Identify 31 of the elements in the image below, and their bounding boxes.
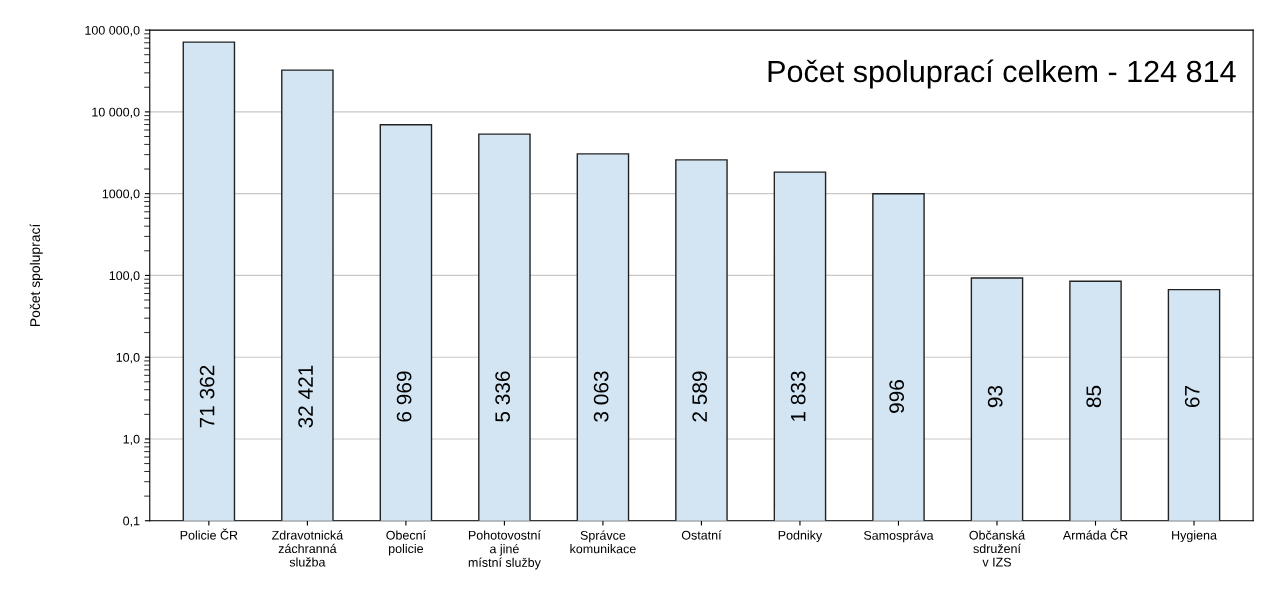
data-label: 85 — [1086, 385, 1102, 408]
data-label: 32 421 — [298, 365, 313, 428]
x-tick-label: Ostatní — [681, 530, 722, 540]
x-tick-label: Podniky — [778, 530, 823, 543]
y-tick-label: 10,0 — [116, 352, 140, 364]
data-label: 6 969 — [396, 371, 412, 422]
y-axis-title: Počet spoluprací — [29, 223, 43, 326]
data-label: 93 — [987, 385, 1003, 408]
x-tick-label: Obecní policie — [386, 530, 426, 556]
data-label: 71 362 — [199, 365, 215, 428]
x-tick-label: Pohotovostní a jiné místní služby — [468, 530, 541, 570]
x-tick-label: Hygiena — [1172, 530, 1217, 543]
x-tick-label: Samospráva — [863, 530, 934, 543]
data-label: 5 336 — [495, 371, 510, 422]
annotation: Počet spoluprací celkem - 124 814 — [768, 59, 1236, 89]
data-label: 67 — [1184, 386, 1200, 408]
data-label: 2 589 — [692, 371, 708, 422]
x-tick-label: Občanská sdružení v IZS — [969, 530, 1026, 567]
x-tick-label: Armáda ČR — [1062, 528, 1128, 540]
x-tick-label: Zdravotnická záchranná služba — [272, 530, 344, 567]
data-label: 3 063 — [593, 371, 609, 422]
data-label: 1 833 — [790, 371, 806, 422]
y-tick-label: 1,0 — [123, 434, 140, 446]
data-label: 996 — [889, 380, 905, 413]
y-tick-label: 10 000,0 — [92, 107, 140, 118]
y-tick-label: 1000,0 — [102, 189, 140, 200]
y-tick-label: 0,1 — [123, 516, 140, 527]
y-tick-label: 100 000,0 — [85, 25, 140, 37]
y-tick-label: 100,0 — [109, 271, 140, 282]
x-tick-label: Policie ČR — [180, 528, 238, 540]
x-tick-label: Správce komunikace — [570, 530, 636, 554]
